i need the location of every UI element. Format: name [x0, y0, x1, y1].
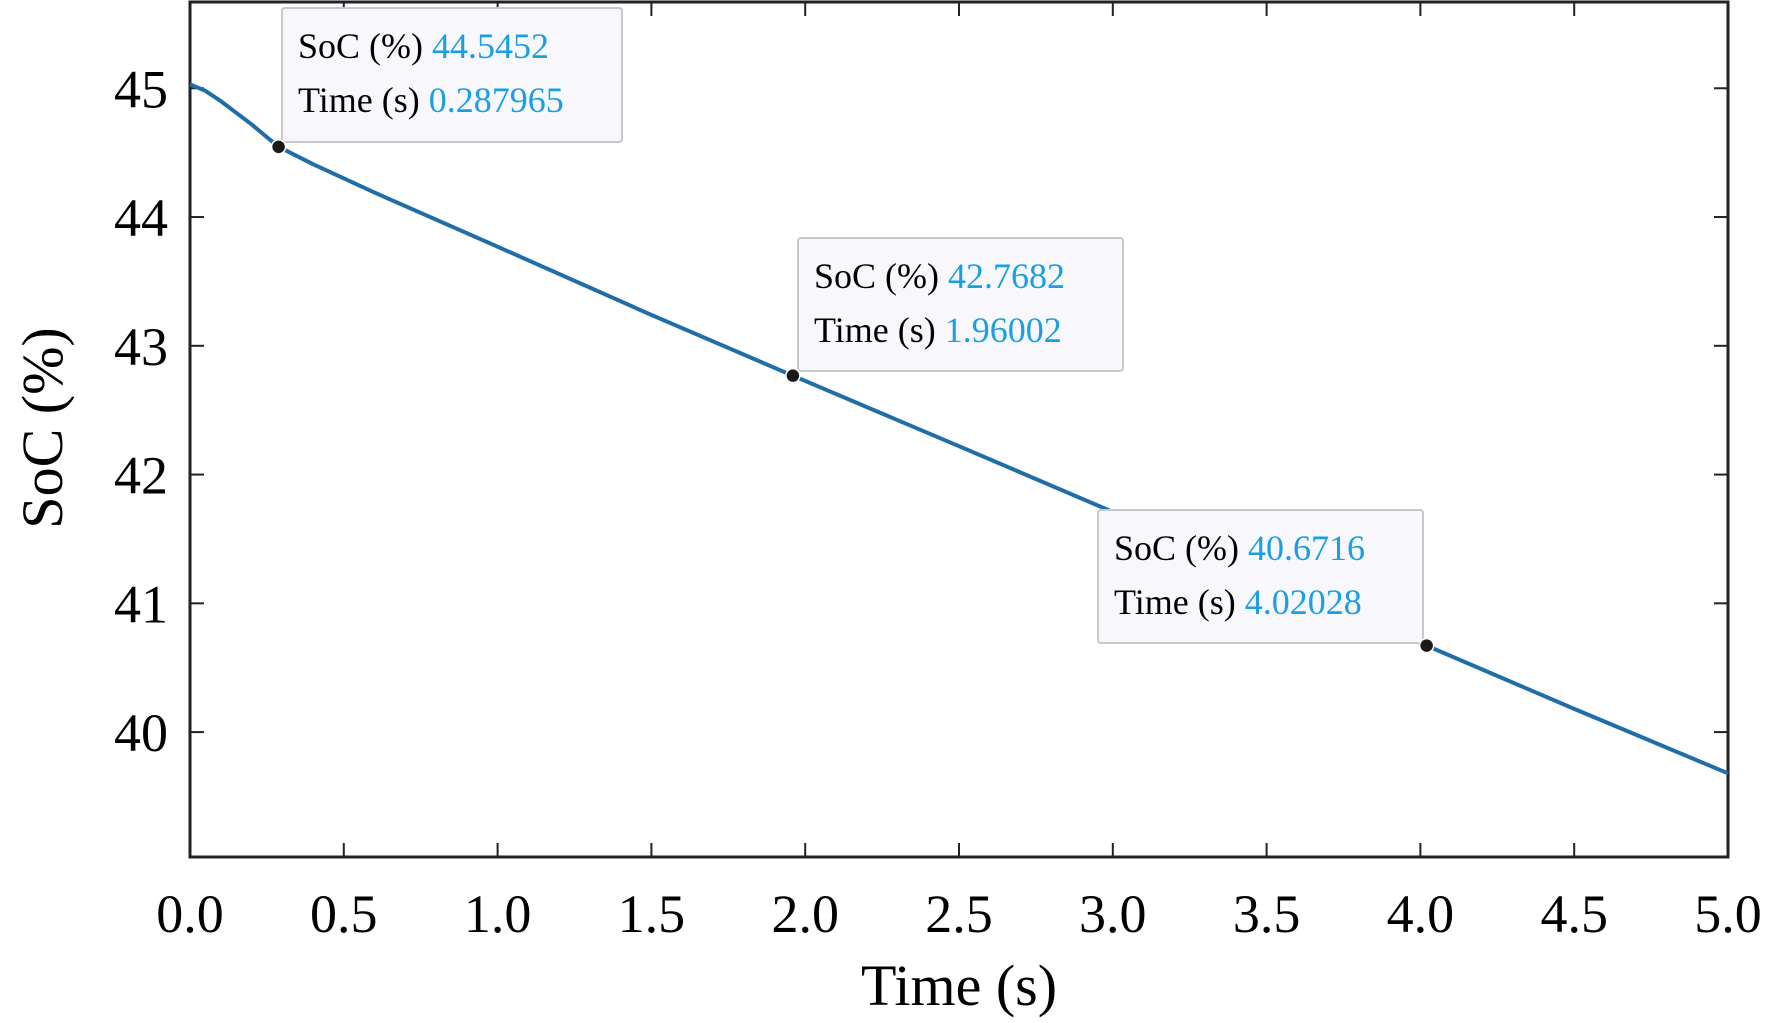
x-tick-label: 2.0: [771, 884, 839, 944]
datatip-time: Time (s) 4.02028: [1114, 582, 1362, 622]
datatip-time: Time (s) 0.287965: [298, 80, 564, 120]
datatip-marker: [270, 139, 287, 155]
datatip-soc: SoC (%) 42.7682: [814, 256, 1065, 296]
datatip-marker: [1418, 637, 1435, 654]
x-axis-label: Time (s): [861, 953, 1057, 1018]
x-tick-label: 3.5: [1233, 884, 1301, 944]
datatip-box: [281, 7, 623, 143]
x-tick-label: 0.5: [310, 884, 378, 944]
x-tick-label: 2.5: [925, 884, 993, 944]
datatip: SoC (%) 44.5452 Time (s) 0.287965: [270, 7, 623, 155]
x-tick-label: 1.5: [618, 884, 686, 944]
y-tick-label: 44: [114, 188, 168, 248]
x-tick-label: 0.0: [156, 884, 224, 944]
datatip-box: [1097, 509, 1424, 644]
x-tick-label: 3.0: [1079, 884, 1147, 944]
y-axis-label: SoC (%): [10, 327, 75, 528]
datatip: SoC (%) 40.6716 Time (s) 4.02028: [1097, 509, 1435, 654]
x-tick-label: 4.0: [1387, 884, 1455, 944]
datatip-time: Time (s) 1.96002: [814, 310, 1062, 350]
x-tick-label: 5.0: [1694, 884, 1762, 944]
datatip-soc: SoC (%) 44.5452: [298, 26, 549, 66]
y-tick-label: 45: [114, 59, 168, 119]
soc-line: [189, 82, 1729, 776]
x-tick-label: 4.5: [1540, 884, 1608, 944]
datatip-marker: [785, 367, 801, 384]
y-tick-label: 41: [114, 574, 168, 634]
datatip-soc: SoC (%) 40.6716: [1114, 528, 1365, 568]
y-tick-label: 40: [114, 703, 168, 763]
y-tick-label: 42: [114, 446, 168, 506]
datatip-box: [797, 237, 1124, 372]
datatip: SoC (%) 42.7682 Time (s) 1.96002: [785, 237, 1124, 384]
y-tick-label: 43: [114, 317, 168, 377]
x-tick-label: 1.0: [464, 884, 532, 944]
